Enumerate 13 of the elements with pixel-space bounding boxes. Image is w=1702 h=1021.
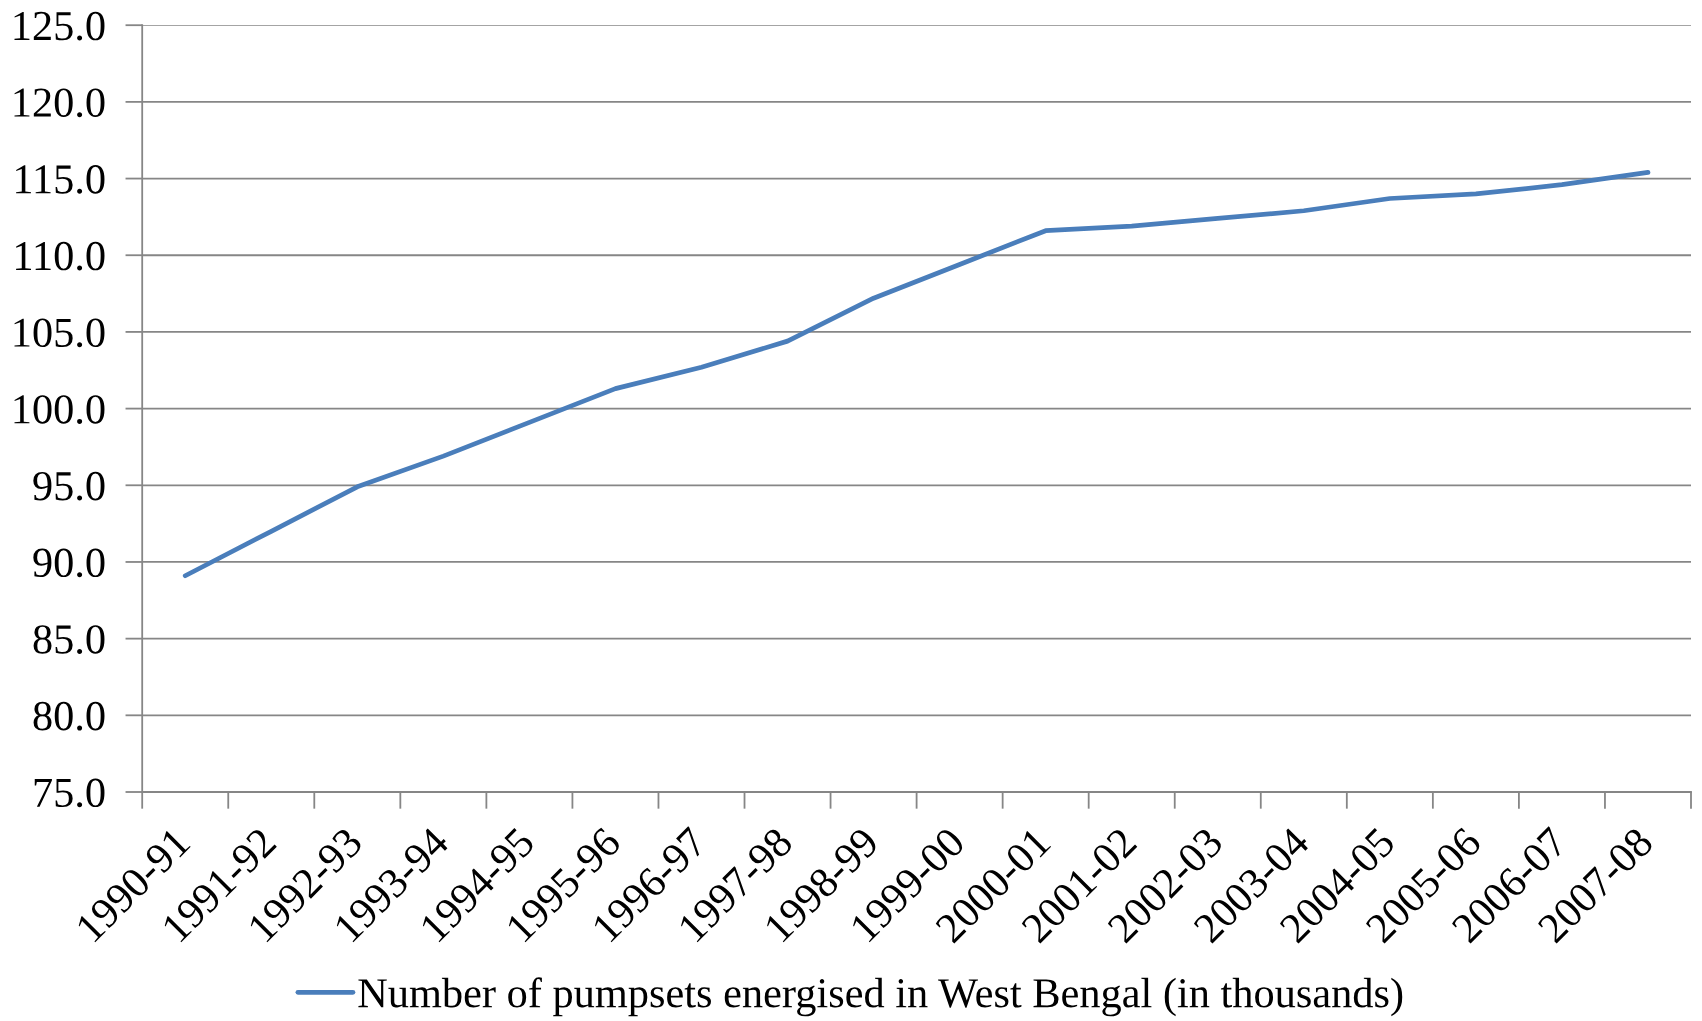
y-tick-label: 120.0: [14, 88, 105, 118]
y-tick-label: 100.0: [14, 395, 105, 424]
y-tick-label: 115.0: [16, 165, 105, 194]
y-tick-label: 105.0: [14, 318, 105, 348]
y-tick-label: 85.0: [33, 625, 105, 654]
y-tick-label: 95.0: [33, 471, 105, 501]
y-tick-label: 80.0: [33, 701, 105, 731]
legend-label: Number of pumpsets energised in West Bengal (in thousands): [358, 977, 1403, 1017]
y-tick-label: 110.0: [16, 241, 105, 271]
y-tick-label: 125.0: [14, 11, 105, 41]
line-series: [182, 170, 1651, 579]
y-tick-label: 90.0: [33, 548, 105, 578]
y-tick-label: 75.0: [34, 778, 105, 808]
